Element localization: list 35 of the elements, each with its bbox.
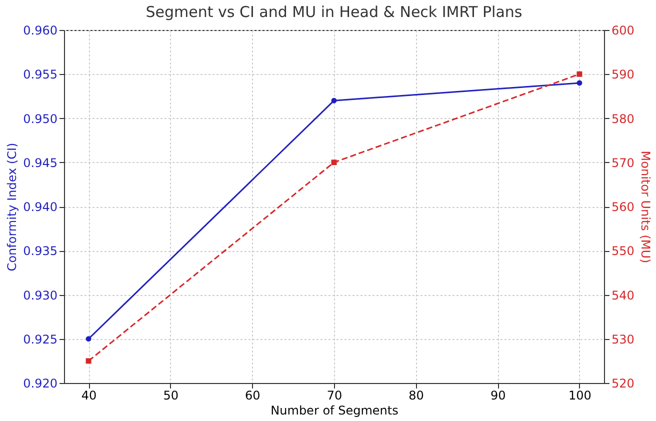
y-tick-label: 0.955	[23, 68, 58, 82]
point	[576, 80, 582, 86]
y-tick-label: 0.930	[23, 288, 58, 302]
y2-tick-label: 530	[612, 332, 634, 346]
y2-axis-title: Monitor Units (MU)	[638, 150, 652, 264]
y-tick-label: 0.950	[23, 112, 58, 126]
y-tick-label: 0.925	[23, 332, 58, 346]
x-tick-label: 50	[163, 388, 179, 402]
y2-tick-label: 550	[612, 244, 634, 258]
point	[331, 160, 337, 166]
x-tick-label: 90	[490, 388, 506, 402]
chart-title: Segment vs CI and MU in Head & Neck IMRT Plans	[146, 3, 522, 21]
point	[86, 336, 92, 342]
y-tick-label: 0.945	[23, 156, 58, 170]
y-tick-label: 0.920	[23, 376, 58, 390]
y-tick-label: 0.935	[23, 244, 58, 258]
x-tick-label: 70	[326, 388, 342, 402]
y2-tick-label: 590	[612, 68, 634, 82]
y-tick-label: 0.940	[23, 200, 58, 214]
x-tick-label: 60	[245, 388, 260, 402]
point	[86, 358, 92, 364]
y-axis-title: Conformity Index (CI)	[5, 142, 20, 272]
x-tick-label: 100	[568, 388, 592, 402]
y2-tick-label: 540	[612, 288, 634, 302]
x-tick-label: 80	[408, 388, 424, 402]
x-tick-label: 40	[81, 388, 97, 402]
point	[331, 98, 337, 104]
y-tick-label: 0.960	[23, 24, 58, 38]
y2-tick-label: 600	[612, 24, 634, 38]
y2-tick-label: 570	[612, 156, 634, 170]
x-axis-title: Number of Segments	[270, 404, 398, 418]
y2-tick-label: 560	[612, 200, 634, 214]
point	[576, 71, 582, 77]
y2-tick-label: 520	[612, 376, 634, 390]
y2-tick-label: 580	[612, 112, 634, 126]
